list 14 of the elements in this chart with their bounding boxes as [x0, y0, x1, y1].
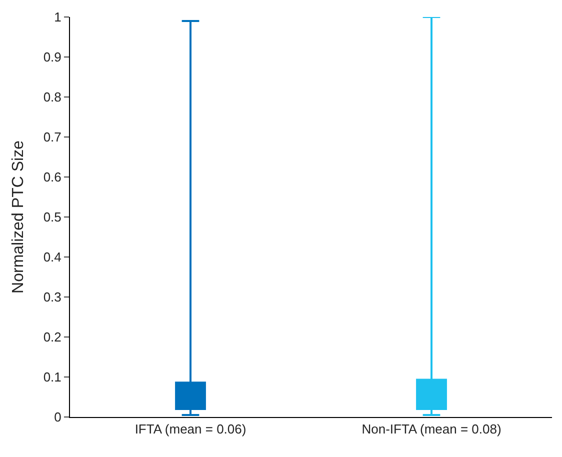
y-tick-label: 0.4	[43, 250, 62, 265]
y-axis-title: Normalized PTC Size	[10, 140, 28, 294]
y-tick-label: 0.1	[43, 370, 62, 385]
x-tick-label: IFTA (mean = 0.06)	[134, 422, 246, 437]
y-tick-label: 0.7	[43, 130, 62, 145]
y-tick-label: 0.2	[43, 330, 62, 345]
y-tick-label: 0.8	[43, 90, 62, 105]
y-tick-label: 0.3	[43, 290, 62, 305]
y-tick-label: 0.5	[43, 210, 62, 225]
y-tick-label: 1	[54, 10, 62, 25]
y-tick-label: 0.6	[43, 170, 62, 185]
y-tick-label: 0	[54, 410, 62, 425]
x-tick-label: Non-IFTA (mean = 0.08)	[362, 422, 502, 437]
y-tick-label: 0.9	[43, 50, 62, 65]
